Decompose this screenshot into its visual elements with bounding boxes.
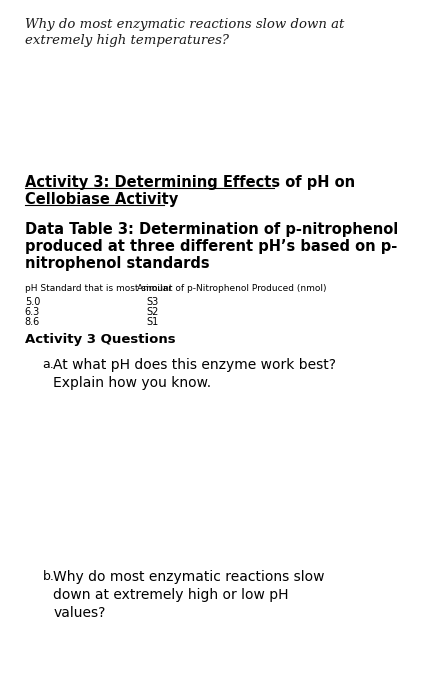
Text: extremely high temperatures?: extremely high temperatures? — [25, 34, 229, 47]
Text: Why do most enzymatic reactions slow: Why do most enzymatic reactions slow — [53, 570, 325, 584]
Text: down at extremely high or low pH: down at extremely high or low pH — [53, 588, 289, 602]
Text: pH Standard that is most similar: pH Standard that is most similar — [25, 284, 172, 293]
Text: a.: a. — [43, 358, 54, 371]
Text: values?: values? — [53, 606, 106, 620]
Text: S1: S1 — [146, 317, 159, 327]
Text: Data Table 3: Determination of p-nitrophenol: Data Table 3: Determination of p-nitroph… — [25, 222, 398, 237]
Text: 5.0: 5.0 — [25, 297, 40, 307]
Text: produced at three different pH’s based on p-: produced at three different pH’s based o… — [25, 239, 397, 254]
Text: Activity 3: Determining Effects of pH on: Activity 3: Determining Effects of pH on — [25, 175, 355, 190]
Text: S3: S3 — [146, 297, 159, 307]
Text: 8.6: 8.6 — [25, 317, 40, 327]
Text: Why do most enzymatic reactions slow down at: Why do most enzymatic reactions slow dow… — [25, 18, 344, 31]
Text: b.: b. — [43, 570, 54, 583]
Text: Cellobiase Activity: Cellobiase Activity — [25, 192, 178, 207]
Text: nitrophenol standards: nitrophenol standards — [25, 256, 210, 271]
Text: At what pH does this enzyme work best?: At what pH does this enzyme work best? — [53, 358, 336, 372]
Text: S2: S2 — [146, 307, 159, 317]
Text: Amount of p-Nitrophenol Produced (nmol): Amount of p-Nitrophenol Produced (nmol) — [137, 284, 327, 293]
Text: 6.3: 6.3 — [25, 307, 40, 317]
Text: Activity 3 Questions: Activity 3 Questions — [25, 333, 175, 346]
Text: Explain how you know.: Explain how you know. — [53, 376, 211, 390]
